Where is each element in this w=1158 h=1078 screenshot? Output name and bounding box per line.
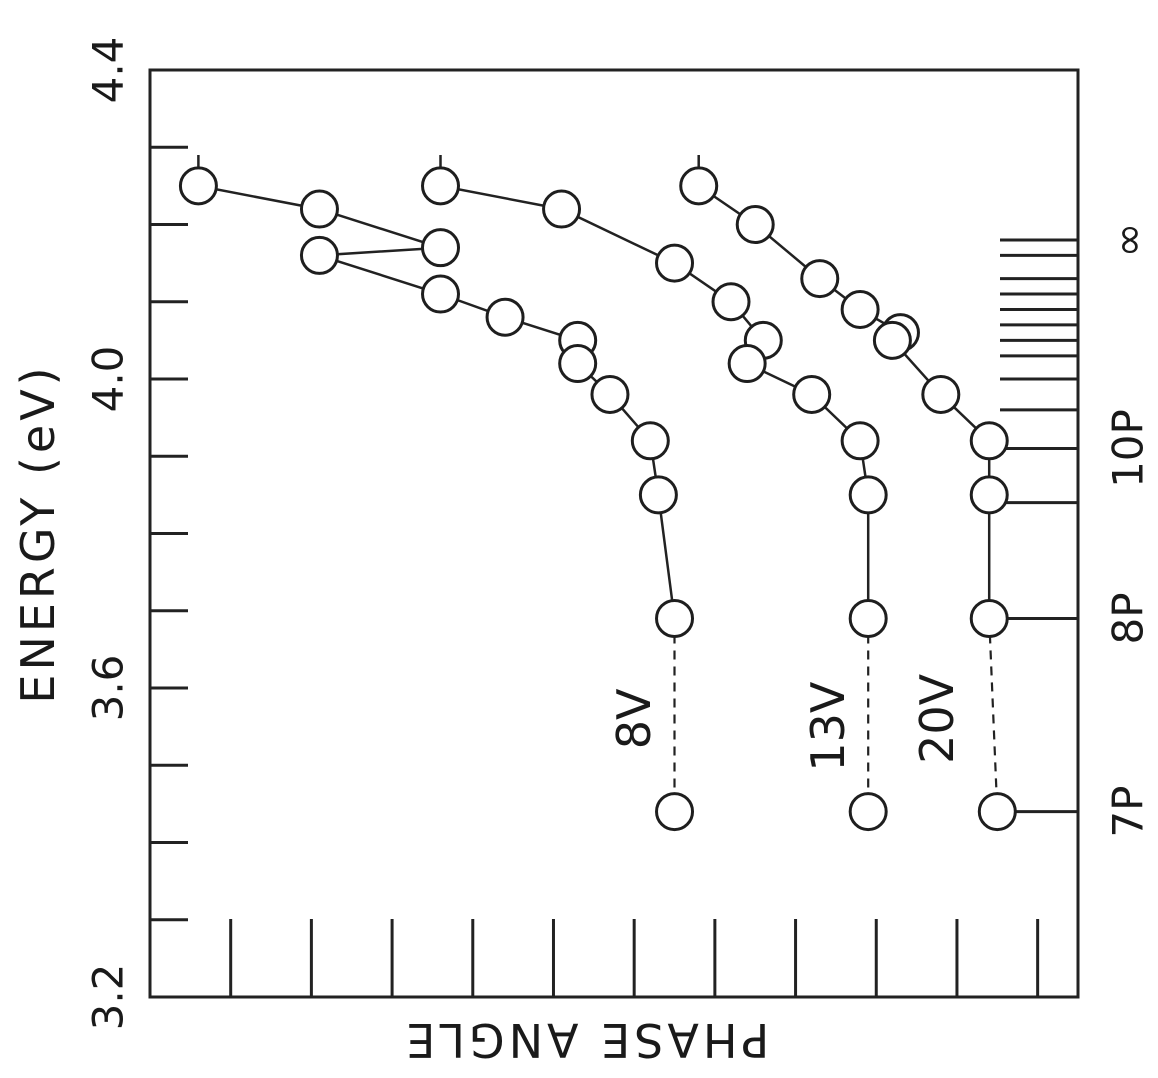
data-point [655,792,695,832]
data-point [590,374,630,414]
data-point [178,166,218,206]
data-point [848,792,888,832]
axis-ticks [150,145,1040,997]
data-point [969,475,1009,515]
series-label: 20V [910,673,964,764]
data-point [735,205,775,244]
data-point [679,166,719,206]
series-dashed-line [988,618,999,812]
series-points [178,166,1017,832]
data-point [299,189,339,229]
level-label: 7P [1104,786,1153,838]
data-point [421,166,461,206]
data-point [655,243,695,283]
data-point [630,421,670,461]
data-point [800,259,840,299]
data-point [727,344,767,384]
data-point [485,297,525,337]
data-point [558,344,598,384]
data-point [638,475,678,515]
energy-tick-label: 4.0 [84,346,133,413]
data-point [969,421,1009,461]
level-label: 8P [1104,592,1153,644]
level-label: ∞ [1104,222,1153,257]
x-axis-title: ENERGY (eV) [11,363,65,703]
energy-tick-label: 4.4 [84,37,133,104]
data-point [921,374,961,414]
y-axis-title: PHASE ANGLE [402,1013,769,1067]
data-point [542,189,582,229]
data-point [840,289,880,329]
data-point [969,598,1009,638]
series-label: 13V [801,681,855,772]
data-point [655,598,695,638]
data-point [872,320,912,360]
plot-frame [148,68,1080,999]
energy-level-marks [1000,238,1078,814]
data-point [792,374,832,414]
data-point [421,274,461,314]
data-point [840,421,880,461]
data-point [299,235,339,275]
data-point [711,282,751,322]
energy-tick-label: 3.6 [84,655,133,722]
energy-tick-label: 3.2 [84,964,133,1031]
data-point [848,475,888,515]
data-point [421,228,461,268]
series-label: 8V [607,688,661,749]
data-point [848,598,888,638]
level-label: 10P [1104,409,1153,488]
chart-labels: 8V 13V 20V 3.2 3.6 4.0 4.4 ENERGY (eV) PHASE ANG… [11,37,1153,1067]
data-point [977,792,1017,832]
